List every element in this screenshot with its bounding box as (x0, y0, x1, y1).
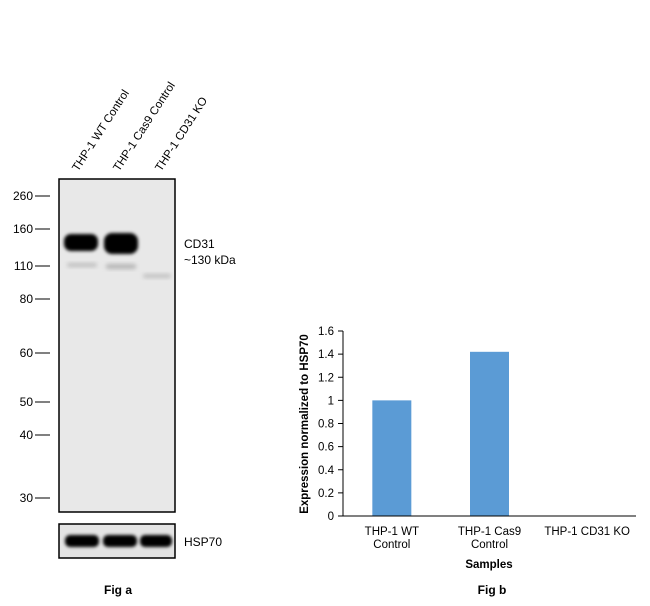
x-tick-labels: THP-1 WT Control THP-1 Cas9 Control THP-1 CD… (365, 526, 630, 551)
bar-chart: 00.20.40.60.811.21.41.6 THP-1 WT ControlT… (299, 326, 636, 597)
y-tick-label: 0.2 (318, 488, 334, 500)
mw-label-110: 110 (14, 259, 33, 273)
cd31-band-lane1 (64, 234, 98, 251)
y-tick-label: 0.4 (318, 465, 335, 477)
y-tick-label: 0.8 (318, 419, 334, 431)
bar-2 (470, 351, 509, 516)
cd31-blot-membrane (58, 178, 176, 513)
x-tick-label-2: THP-1 Cas9 Control (458, 526, 521, 551)
y-tick-label: 1.4 (318, 349, 335, 361)
hsp70-band-lane3 (140, 535, 172, 547)
mw-label-50: 50 (20, 395, 34, 409)
x-tick-label-1: THP-1 WT Control (365, 526, 419, 551)
y-axis-title: Expression normalized to HSP70 (299, 334, 311, 514)
y-tick-label: 1.6 (318, 326, 334, 338)
hsp70-band-lane2 (103, 535, 137, 547)
y-tick-label: 1 (328, 395, 334, 407)
cd31-blot (58, 178, 176, 513)
western-blot-panel: THP-1 WT Control THP-1 Cas9 Control THP-… (13, 80, 236, 597)
hsp70-band-lane1 (65, 535, 99, 547)
faint-band-lane2 (106, 264, 136, 269)
mw-label-30: 30 (20, 491, 34, 505)
faint-band-lane1 (67, 263, 97, 267)
bar-1 (372, 400, 412, 516)
cd31-band-lane2 (104, 233, 138, 254)
fig-b-caption: Fig b (478, 583, 507, 597)
x-axis-title: Samples (465, 559, 512, 571)
y-ticks: 0 0.2 0.4 0.6 0.8 1 1.2 1.4 1.6 (318, 326, 343, 523)
y-tick-label: 0.6 (318, 442, 334, 454)
mw-label-40: 40 (20, 428, 34, 442)
y-tick-label: 1.2 (318, 372, 334, 384)
mw-label-60: 60 (20, 346, 34, 360)
mw-label-80: 80 (20, 292, 34, 306)
faint-band-lane3 (143, 274, 171, 278)
mw-ladder: 260 160 110 80 60 50 40 30 (13, 189, 50, 505)
loading-control-label: HSP70 (184, 535, 222, 549)
target-size-label: ~130 kDa (184, 253, 236, 267)
target-label: CD31 (184, 237, 215, 251)
hsp70-blot (58, 523, 176, 559)
fig-a-caption: Fig a (104, 583, 132, 597)
mw-label-160: 160 (13, 222, 33, 236)
bars-layer (372, 351, 509, 516)
x-tick-label-3: THP-1 CD31 KO (544, 526, 630, 538)
y-tick-label: 0 (328, 511, 334, 523)
mw-label-260: 260 (13, 189, 33, 203)
